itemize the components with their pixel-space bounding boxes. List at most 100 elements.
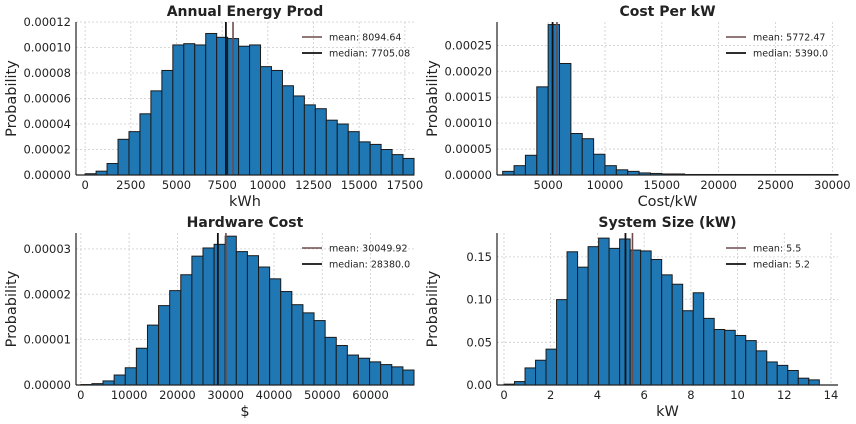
y-tick-label: 0.00002: [23, 287, 71, 301]
x-tick-label: 0: [500, 388, 507, 402]
histogram-bar: [258, 266, 271, 386]
y-tick-label: 0.00004: [23, 117, 71, 131]
x-tick-label: 15000: [341, 178, 378, 192]
histogram-bar: [661, 274, 673, 386]
x-tick-label: 4: [594, 388, 601, 402]
x-tick-label: 30000: [207, 388, 244, 402]
x-tick-label: 14: [824, 388, 839, 402]
histogram-bar: [608, 247, 621, 386]
chart-title: Hardware Cost: [187, 215, 304, 231]
histogram-bar: [139, 113, 152, 176]
histogram-bar: [106, 163, 119, 176]
histogram-bar: [260, 66, 272, 176]
chart-title: System Size (kW): [598, 215, 736, 231]
legend-median-label: median: 5.2: [753, 260, 810, 271]
y-tick-label: 0.00001: [23, 333, 71, 347]
histogram-bar: [570, 133, 583, 176]
legend-mean-label: mean: 30049.92: [329, 244, 408, 255]
histogram-bar: [615, 169, 629, 176]
histogram-bar: [128, 131, 141, 176]
y-tick-label: 0.00010: [23, 41, 71, 55]
y-tick-label: 0.10: [466, 293, 492, 307]
histogram-bar: [391, 366, 404, 386]
x-tick-label: 0: [81, 178, 88, 192]
x-tick-label: 7500: [208, 178, 237, 192]
x-axis-label: $: [240, 404, 249, 420]
histogram-bar: [640, 250, 652, 386]
histogram-bar: [194, 44, 207, 176]
histogram-bar: [335, 345, 348, 386]
histogram-bar: [513, 165, 526, 176]
x-tick-label: 2: [547, 388, 554, 402]
histogram-bar: [604, 165, 617, 176]
histogram-bar: [536, 86, 549, 176]
legend-mean-label: mean: 5.5: [753, 244, 801, 255]
histogram-bar: [598, 237, 610, 386]
y-tick-label: 0.00008: [23, 66, 71, 80]
histogram-bar: [314, 108, 327, 176]
histogram-bar: [391, 154, 404, 176]
histogram-bar: [402, 157, 415, 176]
histogram-bar: [577, 266, 589, 386]
x-tick-label: 8: [687, 388, 694, 402]
histogram-bar: [246, 255, 260, 386]
histogram-bar: [724, 329, 736, 386]
histogram-bar: [169, 290, 182, 386]
histogram-bar: [113, 374, 126, 386]
x-tick-label: 60000: [352, 388, 389, 402]
chart-panel-1: 0 2500 5000 7500 10000 12500 15000 17500 0.00000…: [4, 4, 423, 210]
x-axis-label: kWh: [229, 194, 261, 210]
y-tick-label: 0.00005: [444, 142, 492, 156]
histogram-bar: [347, 131, 360, 176]
chart-panel-4: 0 2 4 6 8 10 12 14 0.00 0.05 0.10 0.15 System Size (…: [425, 215, 838, 420]
histogram-bar: [324, 336, 337, 386]
y-tick-label: 0.00025: [444, 38, 492, 52]
histogram-bar: [102, 380, 115, 386]
x-tick-label: 10000: [250, 178, 287, 192]
histogram-bar: [172, 44, 185, 176]
histogram-bar: [269, 278, 282, 386]
histogram-bar: [545, 348, 558, 386]
legend-median-label: median: 28380.0: [329, 260, 410, 271]
histogram-bar: [535, 359, 547, 386]
legend-mean-label: mean: 8094.64: [329, 33, 401, 44]
legend: mean: 5772.47 median: 5390.0: [726, 33, 828, 60]
x-tick-label: 25000: [757, 178, 794, 192]
histogram-bar: [524, 367, 537, 386]
chart-panel-2: 5000 10000 15000 20000 25000 30000 0.00000 0.00…: [425, 4, 851, 210]
histogram-bar: [281, 85, 294, 176]
x-tick-label: 50000: [304, 388, 341, 402]
histogram-bar: [797, 377, 810, 386]
histogram-bar: [117, 138, 130, 176]
histogram-bar: [524, 154, 538, 176]
histogram-bar: [369, 143, 382, 176]
y-tick-label: 0.00000: [23, 378, 71, 392]
chart-panel-3: 0 10000 20000 30000 40000 50000 60000 0.00000 0.…: [4, 215, 415, 420]
y-tick-label: 0.00010: [444, 116, 492, 130]
histogram-bar: [581, 138, 595, 176]
histogram-bar: [766, 361, 778, 386]
histogram-bar: [692, 292, 705, 386]
histogram-bar: [556, 299, 568, 386]
histogram-bar: [158, 305, 171, 386]
histogram-bar: [270, 69, 283, 176]
x-tick-label: 30000: [814, 178, 851, 192]
histogram-bar: [587, 246, 600, 386]
y-tick-label: 0.00003: [23, 242, 71, 256]
y-tick-label: 0.00012: [23, 15, 71, 29]
histogram-bar: [191, 255, 204, 386]
legend: mean: 30049.92 median: 28380.0: [302, 244, 410, 271]
histogram-bar: [124, 367, 137, 386]
legend-median-label: median: 5390.0: [753, 49, 828, 60]
histogram-bar: [313, 320, 326, 386]
histogram-bar: [336, 123, 349, 176]
histogram-bar: [369, 361, 382, 386]
histogram-bar: [713, 328, 726, 386]
x-axis-label: Cost/kW: [638, 194, 698, 210]
histogram-bar: [671, 283, 684, 386]
histogram-bar: [249, 44, 262, 176]
x-tick-label: 12: [777, 388, 792, 402]
x-tick-label: 5000: [534, 178, 563, 192]
x-tick-label: 10: [730, 388, 745, 402]
histogram-bar: [745, 340, 757, 386]
